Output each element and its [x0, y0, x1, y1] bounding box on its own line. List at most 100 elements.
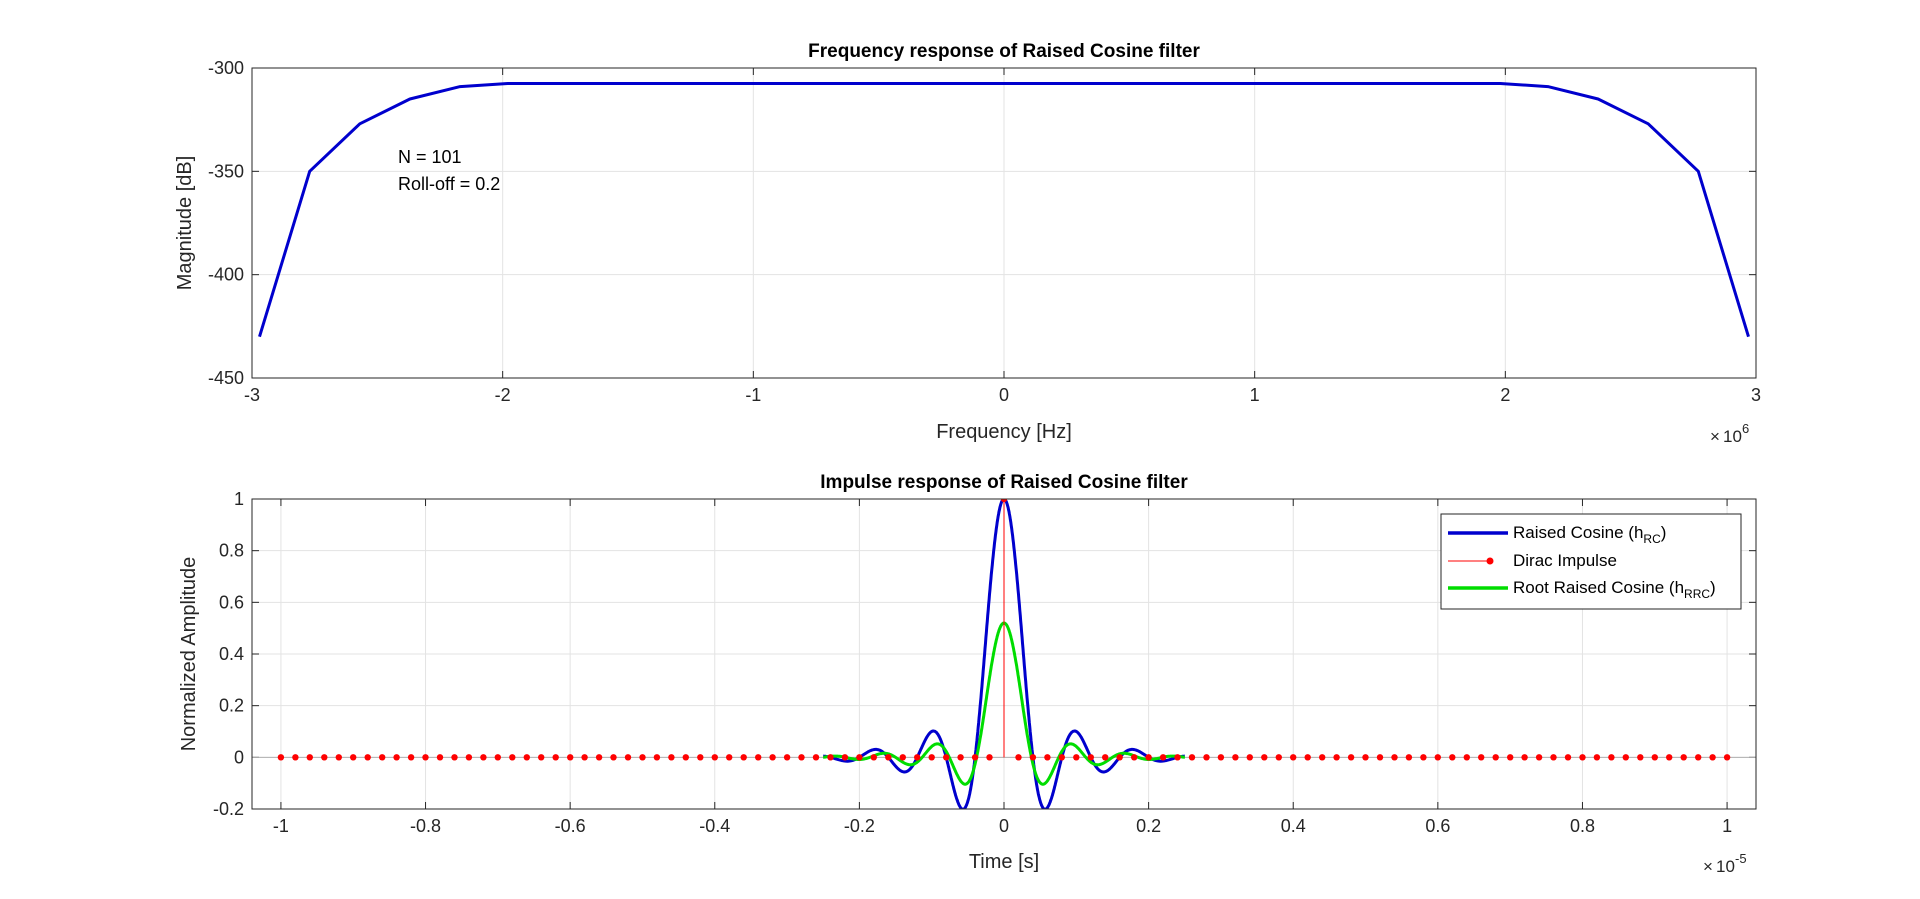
dirac-marker	[755, 754, 762, 761]
dirac-marker	[653, 754, 661, 761]
impulse-ytick-label: -0.2	[213, 799, 244, 819]
impulse-xtick-label: 0.6	[1425, 816, 1450, 836]
dirac-marker	[407, 754, 415, 761]
frequency-xtick-label: 0	[999, 385, 1009, 405]
impulse-ylabel: Normalized Amplitude	[178, 557, 200, 752]
dirac-marker	[1275, 754, 1283, 761]
frequency-plot-title: Frequency response of Raised Cosine filt…	[808, 41, 1200, 62]
dirac-marker	[1232, 754, 1239, 761]
dirac-marker	[1290, 754, 1297, 761]
legend-item-dirac[interactable]: Dirac Impulse	[1448, 551, 1617, 570]
impulse-xtick-label: -1	[273, 816, 289, 836]
dirac-marker	[841, 754, 849, 761]
impulse-ticks: -1 -0.8 -0.6 -0.4 -0.2 0 0.2 0.4 0.6 0.8 1 -0.2 0 0.2…	[213, 489, 1756, 836]
frequency-ticks: -3 -2 -1 0 1 2 3 -450 -400 -350 -300	[208, 58, 1761, 405]
dirac-marker	[1029, 754, 1037, 761]
impulse-x-exponent-base: 10	[1716, 857, 1735, 876]
impulse-xtick-label: -0.6	[555, 816, 586, 836]
dirac-marker	[277, 754, 285, 761]
dirac-marker	[971, 754, 979, 761]
dirac-marker	[1174, 754, 1181, 761]
frequency-ytick-label: -300	[208, 58, 244, 78]
legend-label-root-raised-cosine: Root Raised Cosine (hRRC)	[1513, 578, 1716, 601]
dirac-marker	[292, 754, 299, 761]
dirac-marker	[870, 754, 877, 761]
impulse-ytick-label: 1	[234, 489, 244, 509]
dirac-marker	[697, 754, 704, 761]
dirac-marker	[509, 754, 516, 761]
dirac-marker	[1347, 754, 1355, 761]
dirac-marker	[885, 754, 892, 761]
dirac-marker	[321, 754, 328, 761]
dirac-marker	[451, 754, 458, 761]
dirac-marker	[1709, 754, 1716, 761]
dirac-marker	[494, 754, 501, 761]
impulse-xtick-label: 1	[1722, 816, 1732, 836]
frequency-ytick-label: -350	[208, 161, 244, 181]
dirac-marker	[1507, 754, 1514, 761]
dirac-marker	[350, 754, 357, 761]
dirac-marker	[928, 754, 935, 761]
dirac-marker	[393, 754, 400, 761]
frequency-xtick-label: 1	[1250, 385, 1260, 405]
legend[interactable]: Raised Cosine (hRC) Dirac Impulse Root R…	[1440, 513, 1742, 610]
dirac-marker	[1319, 754, 1326, 761]
dirac-marker	[1362, 754, 1369, 761]
dirac-marker	[1434, 754, 1442, 761]
dirac-marker	[595, 754, 603, 761]
dirac-marker	[335, 754, 342, 761]
dirac-marker	[1058, 754, 1066, 761]
impulse-series	[252, 499, 1756, 809]
frequency-series	[258, 82, 1750, 338]
dirac-marker	[624, 754, 632, 761]
dirac-marker	[798, 754, 805, 761]
impulse-plot-title: Impulse response of Raised Cosine filter	[820, 472, 1188, 493]
dirac-marker	[1478, 754, 1485, 761]
dirac-marker	[1521, 754, 1528, 761]
impulse-xlabel: Time [s]	[969, 851, 1039, 873]
dirac-marker	[1131, 754, 1138, 761]
frequency-grid	[251, 67, 1757, 379]
dirac-marker	[1261, 754, 1268, 761]
dirac-marker	[379, 754, 386, 761]
dirac-marker	[827, 754, 834, 761]
svg-text:×: ×	[1703, 857, 1713, 876]
frequency-x-exponent: × 10 6	[1710, 421, 1749, 446]
impulse-xtick-label: 0.2	[1136, 816, 1161, 836]
dirac-marker	[1304, 754, 1311, 761]
dirac-marker	[306, 754, 313, 761]
annotation-rolloff: Roll-off = 0.2	[398, 174, 500, 194]
dirac-marker	[1608, 754, 1615, 761]
legend-item-raised-cosine[interactable]: Raised Cosine (hRC)	[1448, 523, 1666, 546]
frequency-xtick-label: 3	[1751, 385, 1761, 405]
dirac-marker	[567, 754, 574, 761]
dirac-marker	[1159, 754, 1167, 761]
dirac-marker	[783, 754, 791, 761]
impulse-ytick-label: 0.8	[219, 541, 244, 561]
dirac-marker	[1405, 754, 1413, 761]
impulse-ytick-label: 0	[234, 747, 244, 767]
dirac-marker	[1000, 499, 1008, 503]
impulse-response-axes: Impulse response of Raised Cosine filter…	[178, 472, 1757, 876]
impulse-xtick-label: -0.8	[410, 816, 441, 836]
dirac-marker	[1015, 754, 1022, 761]
dirac-marker	[1535, 754, 1543, 761]
dirac-marker	[552, 754, 559, 761]
dirac-marker	[610, 754, 617, 761]
dirac-marker	[856, 754, 863, 761]
dirac-marker	[1420, 754, 1427, 761]
impulse-ytick-label: 0.4	[219, 644, 244, 664]
dirac-marker	[1651, 754, 1659, 761]
dirac-marker	[1391, 754, 1398, 761]
dirac-marker	[1073, 754, 1080, 761]
legend-swatch-dirac-marker	[1486, 557, 1494, 565]
frequency-xtick-label: -2	[495, 385, 511, 405]
dirac-marker	[1695, 754, 1702, 761]
dirac-marker	[1666, 754, 1673, 761]
dirac-marker	[1217, 754, 1225, 761]
dirac-marker	[1102, 754, 1109, 761]
dirac-marker	[899, 754, 906, 761]
legend-item-root-raised-cosine[interactable]: Root Raised Cosine (hRRC)	[1448, 578, 1716, 601]
dirac-marker	[1622, 754, 1630, 761]
